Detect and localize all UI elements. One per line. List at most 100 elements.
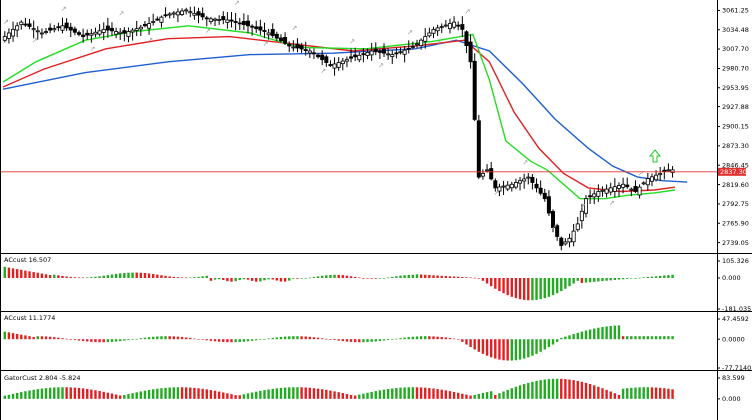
- histogram-bar: [77, 387, 81, 399]
- candle-body: [245, 20, 250, 27]
- histogram-bar: [69, 339, 72, 340]
- candle-body: [208, 18, 213, 22]
- histogram-bar: [580, 331, 584, 340]
- histogram-bar: [407, 387, 410, 399]
- candle-body: [460, 24, 465, 30]
- histogram-bar: [374, 391, 377, 399]
- histogram-bar: [353, 395, 357, 399]
- ac1-title: ACcust 16.507: [4, 256, 51, 264]
- ac2-pane: 47.4592 0.0000 -77.7140: [3, 315, 751, 372]
- histogram-bar: [176, 387, 180, 399]
- candle-body: [316, 54, 321, 58]
- histogram-bar: [650, 387, 654, 399]
- histogram-bar: [370, 391, 373, 399]
- candle-body: [254, 26, 259, 30]
- histogram-bar: [77, 339, 81, 341]
- fractal-mark: ↗: [3, 18, 9, 26]
- candle-body: [114, 31, 119, 35]
- candle-body: [505, 184, 510, 190]
- candle-body: [579, 210, 584, 221]
- histogram-bar: [457, 392, 460, 399]
- histogram-bar: [20, 269, 23, 278]
- candle-body: [142, 23, 147, 27]
- histogram-bar: [551, 278, 555, 296]
- histogram-bar: [527, 339, 530, 358]
- histogram-bar: [123, 339, 126, 341]
- candle-body: [35, 30, 40, 33]
- candle-body: [270, 29, 275, 36]
- ma-line-green: [2, 25, 675, 200]
- histogram-bar: [11, 268, 15, 278]
- histogram-bar: [288, 336, 291, 340]
- histogram-bar: [535, 380, 538, 399]
- histogram-bar: [147, 389, 151, 399]
- histogram-bar: [601, 278, 604, 282]
- histogram-bar: [205, 339, 208, 341]
- fractal-mark: ↗: [378, 62, 384, 70]
- histogram-bar: [601, 388, 604, 399]
- signal-arrows: [648, 149, 662, 163]
- fractal-mark: ↗: [638, 169, 644, 177]
- histogram-bar: [349, 339, 353, 342]
- histogram-bar: [424, 274, 427, 278]
- candle-body: [68, 26, 73, 31]
- histogram-bar: [193, 277, 196, 278]
- histogram-bar: [292, 278, 295, 279]
- histogram-bar: [502, 391, 505, 399]
- histogram-bar: [135, 272, 138, 278]
- candle-body: [468, 41, 473, 63]
- price-tick-label: 2765.90: [722, 219, 749, 227]
- histogram-bar: [65, 276, 68, 278]
- histogram-bar: [366, 278, 369, 279]
- fractal-mark: ↗: [320, 67, 326, 75]
- histogram-bar: [366, 392, 369, 399]
- candle-body: [134, 28, 139, 31]
- histogram-bar: [135, 338, 138, 340]
- histogram-bar: [263, 278, 266, 281]
- histogram-bar: [663, 388, 666, 399]
- price-axis: 3061.25 3034.48 3007.70 2980.70 2953.95 2927.…: [717, 7, 749, 247]
- histogram-bar: [564, 379, 567, 399]
- histogram-bar: [32, 336, 35, 340]
- histogram-bar: [667, 388, 670, 399]
- candle-body: [175, 11, 180, 16]
- candle-body: [501, 185, 506, 188]
- histogram-bar: [238, 339, 241, 342]
- histogram-bar: [238, 395, 241, 399]
- candle-body: [192, 12, 197, 16]
- histogram-bar: [325, 275, 328, 278]
- histogram-bar: [316, 276, 320, 278]
- candle-body: [307, 50, 312, 54]
- candle-body: [159, 16, 164, 23]
- fractal-mark: ↗: [522, 159, 528, 167]
- candle-body: [497, 186, 502, 192]
- histogram-bar: [403, 387, 406, 399]
- histogram-bar: [461, 339, 464, 342]
- histogram-bar: [374, 339, 377, 342]
- histogram-bar: [605, 278, 608, 281]
- histogram-bar: [283, 278, 287, 282]
- histogram-bar: [440, 389, 443, 399]
- histogram-bar: [650, 336, 654, 340]
- histogram-bar: [531, 339, 534, 356]
- histogram-bar: [395, 338, 398, 340]
- histogram-bar: [642, 387, 645, 399]
- histogram-bar: [630, 387, 633, 399]
- histogram-bar: [613, 325, 617, 340]
- histogram-bar: [444, 337, 448, 340]
- histogram-bar: [609, 278, 612, 281]
- fractal-mark: ↗: [147, 36, 153, 44]
- histogram-bar: [15, 269, 19, 278]
- histogram-bar: [345, 393, 349, 399]
- candle-body: [493, 180, 498, 189]
- pane-tick-label: 0.000: [722, 395, 741, 403]
- histogram-bar: [119, 273, 122, 278]
- candle-body: [369, 50, 374, 56]
- histogram-bar: [551, 339, 555, 345]
- histogram-bar: [222, 278, 225, 280]
- histogram-bar: [57, 275, 60, 278]
- histogram-bar: [498, 393, 501, 399]
- histogram-bar: [201, 339, 204, 340]
- histogram-bar: [452, 338, 456, 340]
- ac1-pane: 105.326 0.000 -181.035: [3, 257, 751, 313]
